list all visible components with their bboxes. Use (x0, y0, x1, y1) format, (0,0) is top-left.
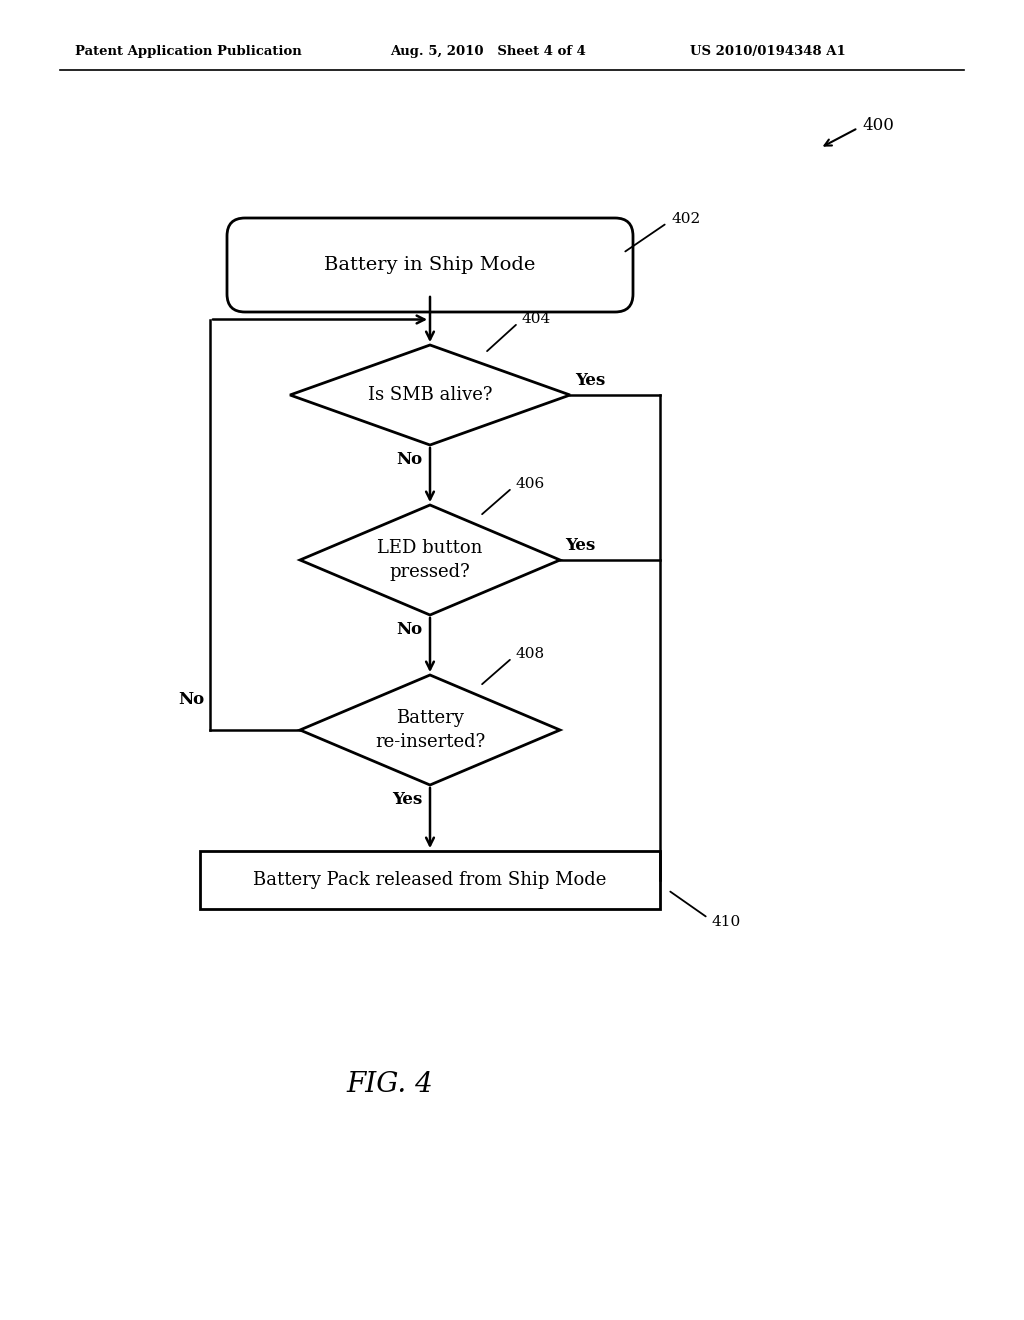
Text: Battery: Battery (396, 709, 464, 727)
Text: 402: 402 (671, 213, 700, 226)
Text: 410: 410 (712, 915, 741, 929)
Text: Battery in Ship Mode: Battery in Ship Mode (325, 256, 536, 275)
Bar (200, 851, 660, 909)
Text: No: No (396, 451, 422, 469)
Text: 400: 400 (862, 116, 894, 133)
FancyBboxPatch shape (227, 218, 633, 312)
Polygon shape (300, 506, 560, 615)
Text: 404: 404 (522, 312, 551, 326)
Text: Patent Application Publication: Patent Application Publication (75, 45, 302, 58)
Text: pressed?: pressed? (389, 564, 470, 581)
Text: Battery Pack released from Ship Mode: Battery Pack released from Ship Mode (253, 871, 606, 888)
Text: No: No (178, 692, 204, 709)
Text: US 2010/0194348 A1: US 2010/0194348 A1 (690, 45, 846, 58)
Polygon shape (290, 345, 570, 445)
Polygon shape (300, 675, 560, 785)
Text: FIG. 4: FIG. 4 (347, 1072, 433, 1098)
Text: LED button: LED button (377, 539, 482, 557)
Text: re-inserted?: re-inserted? (375, 733, 485, 751)
Text: Yes: Yes (565, 537, 595, 554)
Text: Yes: Yes (392, 791, 422, 808)
Text: 406: 406 (516, 477, 545, 491)
Text: Is SMB alive?: Is SMB alive? (368, 385, 493, 404)
Text: No: No (396, 620, 422, 638)
Text: Aug. 5, 2010   Sheet 4 of 4: Aug. 5, 2010 Sheet 4 of 4 (390, 45, 586, 58)
Text: 408: 408 (516, 647, 545, 661)
Text: Yes: Yes (575, 372, 605, 389)
